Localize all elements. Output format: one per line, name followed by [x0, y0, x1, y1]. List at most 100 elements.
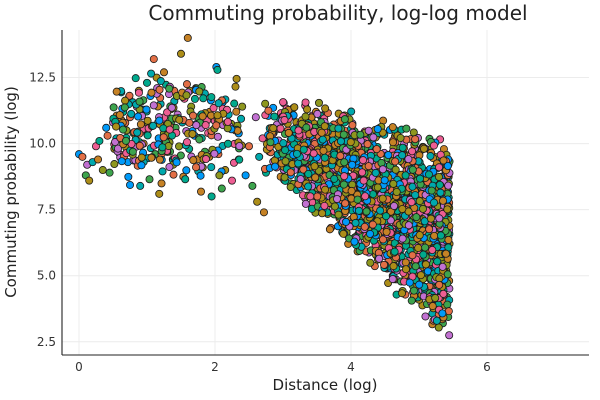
data-point — [389, 179, 398, 188]
data-point — [134, 88, 143, 97]
data-point — [438, 309, 447, 318]
data-point — [380, 260, 389, 269]
data-point — [135, 141, 144, 150]
data-point — [392, 187, 401, 196]
x-tick-label: 6 — [483, 360, 491, 374]
data-point — [181, 175, 190, 184]
data-point — [112, 122, 121, 131]
data-point — [167, 103, 176, 112]
data-point — [371, 168, 380, 177]
data-point — [269, 124, 278, 133]
data-point — [303, 105, 312, 114]
data-point — [426, 214, 435, 223]
data-point — [408, 165, 417, 174]
data-point — [103, 131, 112, 140]
data-point — [286, 183, 295, 192]
data-point — [120, 103, 129, 112]
data-point — [428, 245, 437, 254]
data-point — [210, 149, 219, 158]
data-point — [401, 265, 410, 274]
data-point — [416, 271, 425, 280]
data-point — [279, 98, 288, 107]
data-point — [124, 172, 133, 181]
data-point — [419, 144, 428, 153]
data-point — [230, 99, 239, 108]
data-point — [302, 123, 311, 132]
data-point — [317, 128, 326, 137]
data-point — [304, 169, 313, 178]
chart-title: Commuting probability, log-log model — [148, 1, 527, 25]
data-point — [434, 323, 443, 332]
data-point — [306, 192, 315, 201]
data-point — [320, 122, 329, 131]
data-point — [182, 166, 191, 175]
data-point — [128, 147, 137, 156]
data-point — [158, 167, 167, 176]
data-point — [354, 206, 363, 215]
data-point — [183, 33, 192, 42]
data-point — [182, 91, 191, 100]
data-point — [351, 218, 360, 227]
data-point — [142, 78, 151, 87]
data-point — [390, 201, 399, 210]
data-point — [126, 180, 135, 189]
data-point — [443, 205, 452, 214]
data-point — [421, 243, 430, 252]
data-point — [376, 206, 385, 215]
data-point — [313, 109, 322, 118]
data-point — [320, 153, 329, 162]
data-point — [135, 97, 144, 106]
data-point — [444, 235, 453, 244]
data-point — [398, 289, 407, 298]
data-point — [279, 139, 288, 148]
y-axis-label: Commuting probability (log) — [2, 86, 20, 298]
data-point — [142, 105, 151, 114]
data-point — [185, 118, 194, 127]
data-point — [426, 152, 435, 161]
data-point — [348, 121, 357, 130]
data-point — [134, 112, 143, 121]
data-point — [414, 243, 423, 252]
data-point — [412, 213, 421, 222]
data-point — [188, 130, 197, 139]
data-point — [362, 207, 371, 216]
data-point — [183, 138, 192, 147]
data-point — [366, 229, 375, 238]
data-point — [304, 182, 313, 191]
data-point — [147, 88, 156, 97]
data-point — [189, 111, 198, 120]
data-point — [231, 82, 240, 91]
data-point — [404, 155, 413, 164]
data-point — [223, 139, 232, 148]
data-point — [149, 101, 158, 110]
data-point — [398, 151, 407, 160]
data-point — [165, 125, 174, 134]
data-point — [212, 121, 221, 130]
data-point — [284, 128, 293, 137]
data-point — [121, 136, 130, 145]
y-tick-labels: 2.5 5.0 7.5 10.0 12.5 — [29, 71, 56, 349]
data-point — [182, 80, 191, 89]
data-point — [125, 91, 134, 100]
data-point — [405, 278, 414, 287]
data-point — [435, 163, 444, 172]
data-point — [197, 187, 206, 196]
data-point — [366, 258, 375, 267]
data-point — [209, 104, 218, 113]
data-point — [353, 195, 362, 204]
data-point — [364, 126, 373, 135]
data-point — [364, 162, 373, 171]
data-point — [416, 174, 425, 183]
data-point — [419, 250, 428, 259]
data-point — [398, 234, 407, 243]
data-point — [281, 146, 290, 155]
data-point — [346, 138, 355, 147]
data-point — [159, 68, 168, 77]
data-point — [310, 162, 319, 171]
data-point — [415, 231, 424, 240]
x-axis-label: Distance (log) — [273, 376, 378, 394]
data-point — [443, 300, 452, 309]
data-point — [261, 99, 270, 108]
data-point — [235, 142, 244, 151]
